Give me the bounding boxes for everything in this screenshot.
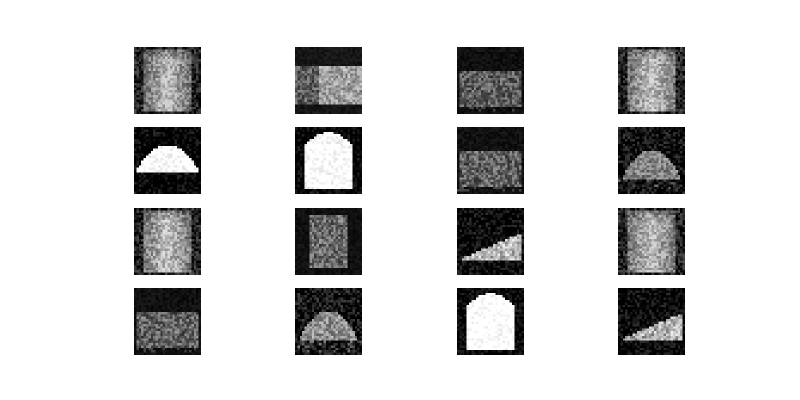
sample-image xyxy=(457,127,524,194)
sample-tile xyxy=(457,127,524,194)
sample-image xyxy=(134,47,201,114)
sample-tile xyxy=(618,208,685,275)
sample-image xyxy=(618,208,685,275)
sample-image xyxy=(134,208,201,275)
sample-image xyxy=(618,127,685,194)
sample-image xyxy=(618,288,685,355)
sample-tile xyxy=(618,127,685,194)
sample-tile xyxy=(295,47,362,114)
sample-image xyxy=(134,288,201,355)
sample-image xyxy=(295,127,362,194)
sample-tile xyxy=(134,208,201,275)
sample-image xyxy=(134,127,201,194)
sample-image xyxy=(295,288,362,355)
sample-tile xyxy=(134,47,201,114)
sample-image xyxy=(618,47,685,114)
sample-tile xyxy=(457,288,524,355)
sample-tile xyxy=(457,208,524,275)
sample-tile xyxy=(457,47,524,114)
sample-image xyxy=(295,208,362,275)
sample-tile xyxy=(618,288,685,355)
sample-tile xyxy=(295,127,362,194)
sample-image xyxy=(295,47,362,114)
sample-tile xyxy=(618,47,685,114)
sample-image xyxy=(457,208,524,275)
sample-tile xyxy=(295,208,362,275)
sample-image xyxy=(457,288,524,355)
sample-image xyxy=(457,47,524,114)
sample-tile xyxy=(134,288,201,355)
sample-tile xyxy=(295,288,362,355)
sample-tile xyxy=(134,127,201,194)
